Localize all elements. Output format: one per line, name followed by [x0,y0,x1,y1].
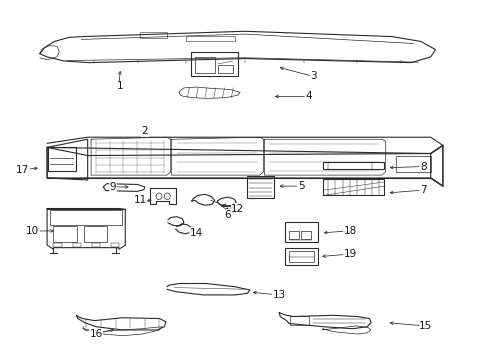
Bar [140,32,167,38]
Text: 19: 19 [343,249,357,259]
Bar [186,36,235,41]
Text: 2: 2 [142,126,148,136]
Text: 3: 3 [310,71,317,81]
Text: 5: 5 [298,181,304,191]
Text: 9: 9 [110,182,117,192]
Bar [323,162,384,168]
Text: 8: 8 [420,162,427,172]
Text: 10: 10 [26,226,39,236]
Bar [289,251,315,261]
Bar [218,66,233,73]
Bar [195,57,215,73]
Bar [53,243,62,247]
Bar [285,248,319,265]
Text: 6: 6 [224,210,231,220]
Bar [301,230,311,239]
Bar [247,176,274,198]
Text: 7: 7 [420,185,427,195]
Text: 14: 14 [190,228,203,238]
Text: 4: 4 [305,91,312,102]
Text: 1: 1 [117,81,123,91]
Text: 18: 18 [343,226,357,236]
Text: 15: 15 [419,321,432,331]
Bar [396,156,431,172]
Bar [48,147,76,171]
Bar [111,243,120,247]
Bar [191,51,238,76]
Text: 13: 13 [272,290,286,300]
Bar [53,226,77,242]
Text: 12: 12 [231,203,245,213]
Bar [92,243,100,247]
Bar [289,230,299,239]
Text: 11: 11 [133,195,147,205]
Bar [73,243,81,247]
Bar [49,210,122,225]
Text: 17: 17 [16,165,29,175]
Bar [323,179,384,195]
Bar [84,226,107,242]
Text: 16: 16 [89,329,102,339]
Bar [290,316,309,325]
Bar [285,221,319,242]
